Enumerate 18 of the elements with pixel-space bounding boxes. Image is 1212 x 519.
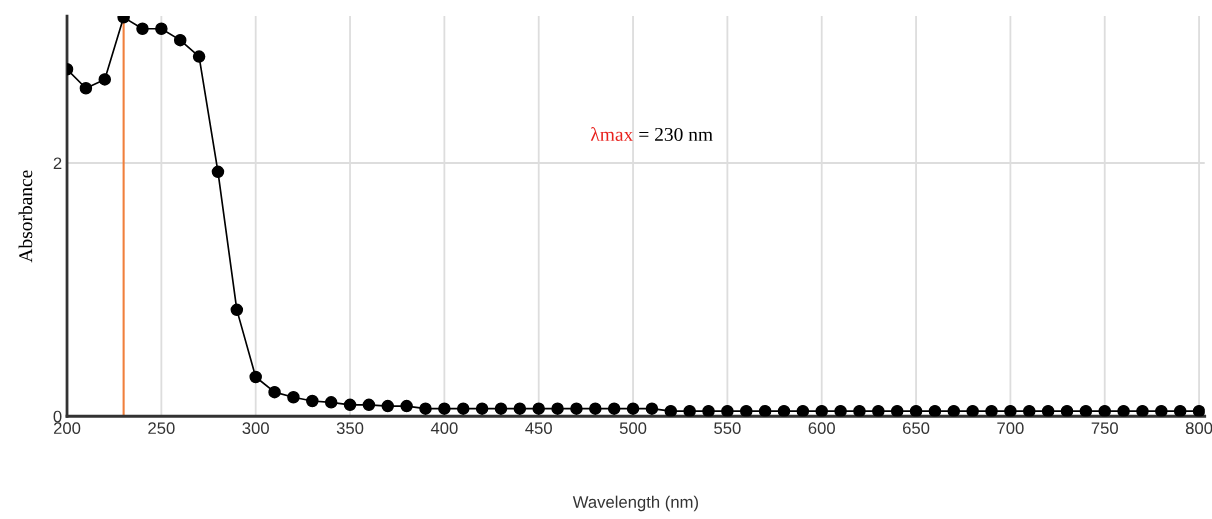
- y-tick-label: 0: [53, 410, 62, 423]
- x-tick-label: 200: [53, 422, 81, 435]
- annotation: λmax = 230 nm: [590, 127, 713, 141]
- x-tick-label: 250: [148, 422, 175, 435]
- x-tick-label: 400: [430, 422, 458, 435]
- x-tick-label: 650: [903, 422, 930, 435]
- x-tick-label: 500: [619, 422, 647, 435]
- y-axis-title: Absorbance: [18, 170, 33, 263]
- x-axis-title: Wavelength (nm): [572, 495, 698, 512]
- x-tick-label: 550: [714, 422, 741, 435]
- y-tick-label: 2: [53, 157, 62, 170]
- x-tick-label: 600: [808, 422, 835, 435]
- x-tick-label: 700: [997, 422, 1024, 435]
- x-tick-label: 450: [525, 422, 552, 435]
- x-tick-label: 750: [1091, 422, 1118, 435]
- x-tick-label: 300: [242, 422, 269, 435]
- x-tick-label: 350: [336, 422, 364, 435]
- x-tick-label: 800: [1185, 422, 1212, 435]
